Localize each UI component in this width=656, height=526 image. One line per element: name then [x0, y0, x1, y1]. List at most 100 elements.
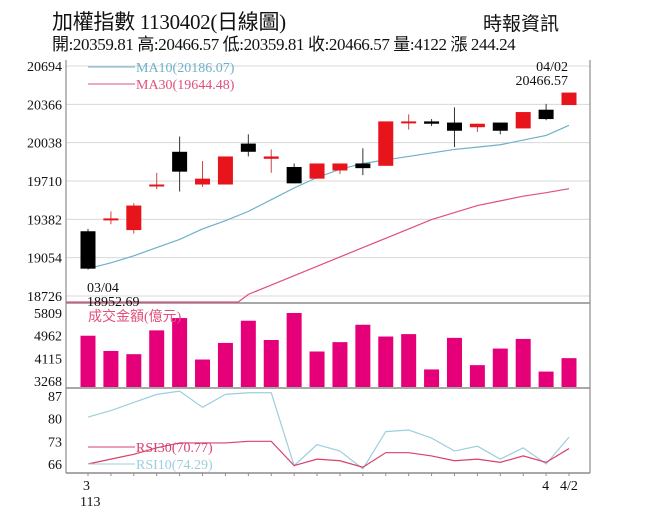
volume-bar [309, 351, 325, 387]
candle-body [103, 218, 119, 221]
candlestick [286, 163, 302, 184]
candlestick [80, 228, 96, 270]
volume-bar [217, 342, 233, 387]
candlestick [103, 211, 119, 225]
candlestick [446, 107, 462, 148]
candle-body [355, 163, 371, 169]
data-source-label: 時報資訊 [483, 14, 560, 35]
price-y-tick-label: 18726 [27, 290, 62, 305]
volume-y-tick-label: 4115 [35, 352, 62, 367]
candlestick [240, 134, 256, 157]
candle-body [80, 231, 96, 269]
low-date-annotation: 03/04 [87, 281, 119, 296]
ma10-line [87, 124, 570, 270]
candle-body [538, 109, 554, 120]
candle-body [469, 123, 485, 128]
candlestick [217, 156, 233, 185]
volume-bar [240, 320, 256, 387]
volume-bar [469, 365, 485, 387]
x-label-month: 3 [83, 479, 90, 494]
volume-bar [263, 340, 279, 387]
volume-bar [355, 324, 371, 387]
ma30-line [66, 188, 570, 303]
candlestick [538, 103, 554, 121]
candle-body [424, 121, 440, 124]
candlestick [401, 114, 417, 130]
chart-frame [65, 60, 591, 476]
volume-bar [424, 369, 440, 387]
price-y-tick-label: 19710 [27, 175, 62, 190]
volume-y-tick-label: 3268 [34, 375, 62, 390]
ma10-legend-label: MA10(20186.07) [136, 61, 235, 76]
volume-bar [446, 337, 462, 387]
rsi-y-tick-label: 73 [48, 435, 62, 450]
x-label-month: 4 [542, 479, 549, 494]
volume-bar [332, 342, 348, 387]
candle-body [240, 143, 256, 152]
candlestick [561, 92, 577, 106]
candle-body [149, 184, 165, 187]
volume-bar [378, 336, 394, 387]
candlestick [515, 112, 531, 129]
rsi10-legend-label: RSI10(74.29) [136, 458, 213, 473]
price-y-tick-label: 20694 [27, 60, 62, 75]
rsi-y-tick-label: 66 [48, 458, 62, 473]
price-y-tick-label: 19382 [27, 213, 62, 228]
volume-bar [515, 338, 531, 387]
volume-bar [149, 330, 165, 387]
volume-bar [401, 334, 417, 387]
candle-body [492, 122, 508, 131]
candle-body [309, 163, 325, 179]
high-date-annotation: 04/02 [536, 60, 568, 75]
volume-bar [195, 359, 211, 387]
ohlc-summary: 開:20359.81 高:20466.57 低:20359.81 收:20466… [52, 35, 516, 54]
volume-y-tick-label: 4962 [34, 330, 62, 345]
volume-bar [561, 358, 577, 387]
candlesticks [80, 92, 577, 270]
price-y-tick-label: 19054 [27, 252, 62, 267]
candle-body [332, 163, 348, 171]
volume-bar [286, 313, 302, 387]
volume-bar [126, 354, 142, 387]
candlestick [126, 203, 142, 234]
candlestick [469, 123, 485, 132]
candle-body [195, 178, 211, 185]
candlestick [309, 163, 325, 179]
candle-body [286, 166, 302, 184]
rsi-y-tick-label: 80 [48, 413, 62, 428]
volume-bars [80, 313, 577, 387]
grid-lines [66, 65, 590, 297]
rsi-y-tick-label: 87 [48, 390, 62, 405]
candlestick [195, 161, 211, 187]
rsi10-line [87, 390, 570, 470]
x-label-year: 113 [80, 495, 100, 510]
legends: MA10(20186.07) MA30(19644.48) 成交金額(億元) RSI3… [88, 61, 235, 473]
volume-bar [80, 335, 96, 387]
low-value-annotation: 18952.69 [87, 295, 140, 310]
candle-body [172, 151, 188, 172]
x-label-date: 4/2 [560, 479, 578, 494]
candle-body [217, 156, 233, 185]
axis-tick-labels: 20694 20366 20038 19710 19382 19054 18726 5809 4… [27, 60, 578, 510]
volume-y-tick-label: 5809 [34, 307, 62, 322]
volume-panel-title: 成交金額(億元) [88, 308, 182, 325]
chart-title: 加權指數 1130402(日線圖) [52, 10, 286, 34]
price-y-tick-label: 20038 [27, 137, 62, 152]
volume-bar [538, 371, 554, 387]
price-y-tick-label: 20366 [27, 98, 62, 113]
candlestick [492, 122, 508, 135]
volume-bar [172, 318, 188, 387]
candlestick [424, 119, 440, 127]
high-value-annotation: 20466.57 [516, 74, 569, 89]
candlestick [172, 136, 188, 192]
rsi30-legend-label: RSI30(70.77) [136, 441, 213, 456]
candlestick [355, 148, 371, 176]
candlestick [263, 149, 279, 173]
ma30-legend-label: MA30(19644.48) [136, 78, 235, 93]
volume-bar [103, 350, 119, 387]
moving-average-lines [66, 124, 570, 303]
volume-bar [492, 348, 508, 387]
candlestick [378, 121, 394, 166]
candle-body [401, 121, 417, 124]
